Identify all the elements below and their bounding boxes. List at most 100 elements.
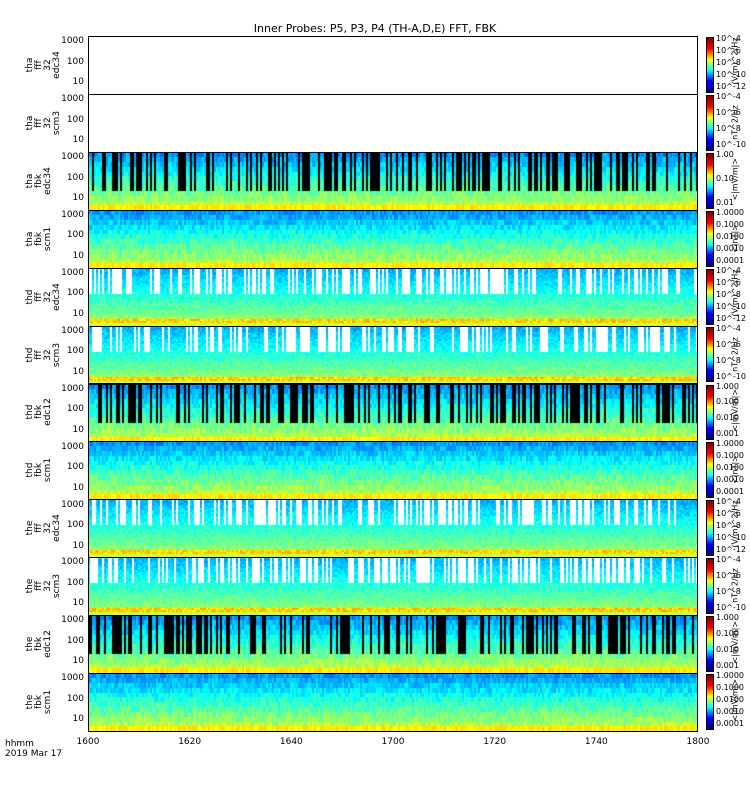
panel-6-ytick-10: 10: [72, 366, 84, 377]
panel-10-cbar-unit: nT^2/Hz: [730, 568, 740, 604]
panel-6-spectrogram-canvas: [88, 325, 698, 384]
panel-9-frame: [88, 499, 698, 559]
panel-12-cbar-tick-5: 0.0001: [716, 719, 744, 728]
panel-11-cbar-tick-3: 0.010: [716, 645, 739, 655]
panel-5-colorbar: [706, 268, 714, 325]
panel-7-cbar-tick-3: 0.010: [716, 413, 739, 423]
panel-2-colorbar: [706, 94, 714, 151]
panel-12-ytick-100: 100: [66, 693, 84, 704]
panel-2-cbar-tick-4: 10^-10: [716, 139, 746, 149]
panel-6-cbar-tick-1: 10^-4: [716, 323, 741, 333]
panel-7-ytick-100: 100: [66, 404, 84, 415]
panel-8-ytick-100: 100: [66, 462, 84, 473]
panel-2-cbar-tick-3: 10^-8: [716, 123, 741, 133]
panel-2-ytick-100: 100: [66, 114, 84, 125]
panel-4-spectrogram: [88, 209, 698, 268]
panel-4-ytick-100: 100: [66, 230, 84, 241]
panel-9-spectrogram-canvas: [88, 499, 698, 558]
panel-12-ytick-10: 10: [72, 714, 84, 725]
panel-7-frame: [88, 383, 698, 443]
panel-8-cbar-tick-2: 0.1000: [716, 451, 744, 461]
panel-1-cbar-tick-5: 10^-12: [716, 81, 746, 91]
panel-12-ytick-1000: 1000: [61, 673, 84, 684]
panel-1-ytick-10: 10: [72, 77, 84, 88]
panel-5-cbar-unit: (V/m)^2/Hz: [730, 269, 740, 317]
panel-3-spectrogram-canvas: [88, 151, 698, 210]
panel-10-ytick-10: 10: [72, 598, 84, 609]
panel-6-ytick-1000: 1000: [61, 325, 84, 336]
panel-7-cbar-tick-1: 1.000: [716, 381, 739, 391]
panel-1-colorbar: [706, 37, 714, 93]
panel-8-cbar-tick-3: 0.0100: [716, 463, 744, 473]
panel-9-cbar-tick-5: 10^-12: [716, 545, 746, 555]
panel-3-cbar-tick-2: 0.10: [716, 173, 734, 183]
panel-8-spectrogram: [88, 441, 698, 500]
panel-6-ytick-100: 100: [66, 346, 84, 357]
panel-4-cbar-unit: <|nT|>: [730, 223, 740, 253]
panel-5-cbar-tick-1: 10^-4: [716, 265, 741, 275]
panel-3-colorbar: [706, 152, 714, 209]
panel-4-ytick-1000: 1000: [61, 209, 84, 220]
xtick-1720: 1720: [483, 737, 507, 747]
panel-2-ytick-10: 10: [72, 135, 84, 146]
panel-6-colorbar: [706, 326, 714, 383]
panel-9-colorbar: [706, 500, 714, 557]
panel-10-cbar-tick-4: 10^-10: [716, 603, 746, 613]
panel-11-cbar-tick-4: 0.001: [716, 661, 739, 671]
panel-1-ytick-100: 100: [66, 56, 84, 67]
panel-8-spectrogram-canvas: [88, 441, 698, 500]
panel-9-cbar-tick-4: 10^-10: [716, 533, 746, 543]
xtick-1620: 1620: [178, 737, 202, 747]
panel-4-cbar-tick-2: 0.1000: [716, 219, 744, 229]
panel-11-frame: [88, 615, 698, 675]
panel-5-frame: [88, 267, 698, 327]
panel-12-cbar-tick-1: 1.0000: [716, 671, 744, 681]
xtick-1740: 1740: [584, 737, 608, 747]
panel-2-ytick-1000: 1000: [61, 94, 84, 105]
panel-1-frame: [88, 36, 698, 95]
chart-title: Inner Probes: P5, P3, P4 (TH-A,D,E) FFT,…: [253, 22, 497, 35]
panel-5-cbar-tick-4: 10^-10: [716, 301, 746, 311]
panel-9-spectrogram: [88, 499, 698, 558]
panel-10-cbar-tick-3: 10^-8: [716, 587, 741, 597]
panel-9-ytick-100: 100: [66, 520, 84, 531]
panel-12-cbar-tick-3: 0.0100: [716, 695, 744, 705]
panel-12-colorbar: [706, 674, 714, 730]
panel-12-frame: [88, 673, 698, 732]
panel-12-spectrogram: [88, 673, 698, 731]
panel-2-cbar-tick-1: 10^-4: [716, 91, 741, 101]
panel-2-cbar-unit: nT^2/Hz: [730, 105, 740, 140]
panel-10-frame: [88, 557, 698, 617]
panel-11-cbar-tick-1: 1.000: [716, 613, 739, 623]
panel-5-cbar-tick-2: 10^-6: [716, 277, 741, 287]
panel-3-frame: [88, 151, 698, 211]
panel-3-ytick-10: 10: [72, 193, 84, 204]
panel-9-ytick-10: 10: [72, 540, 84, 551]
panel-3-cbar-tick-3: 0.01: [716, 197, 734, 207]
panel-8-cbar-tick-5: 0.0001: [716, 487, 744, 497]
panel-6-frame: [88, 325, 698, 385]
panel-1-cbar-tick-2: 10^-6: [716, 45, 741, 55]
panel-5-cbar-tick-3: 10^-8: [716, 289, 741, 299]
panel-6-cbar-tick-3: 10^-8: [716, 355, 741, 365]
panel-7-spectrogram: [88, 383, 698, 442]
panel-1-cbar-tick-4: 10^-10: [716, 69, 746, 79]
panel-8-cbar-tick-4: 0.0010: [716, 475, 744, 485]
panel-10-colorbar: [706, 558, 714, 615]
panel-3-cbar-tick-1: 1.00: [716, 149, 734, 159]
panel-9-cbar-tick-1: 10^-4: [716, 497, 741, 507]
panel-4-cbar-tick-5: 0.0001: [716, 255, 744, 265]
panel-7-colorbar: [706, 384, 714, 441]
panel-7-ytick-1000: 1000: [61, 383, 84, 394]
panel-11-colorbar: [706, 616, 714, 673]
panel-6-spectrogram: [88, 325, 698, 384]
panel-12-cbar-tick-4: 0.0010: [716, 707, 744, 717]
panel-10-spectrogram: [88, 557, 698, 616]
panel-1-cbar-tick-1: 10^-4: [716, 34, 741, 43]
panel-6-cbar-tick-2: 10^-6: [716, 339, 741, 349]
panel-3-spectrogram: [88, 151, 698, 210]
panel-10-ytick-1000: 1000: [61, 557, 84, 568]
panel-5-ytick-1000: 1000: [61, 267, 84, 278]
panel-8-cbar-tick-1: 1.0000: [716, 439, 744, 449]
